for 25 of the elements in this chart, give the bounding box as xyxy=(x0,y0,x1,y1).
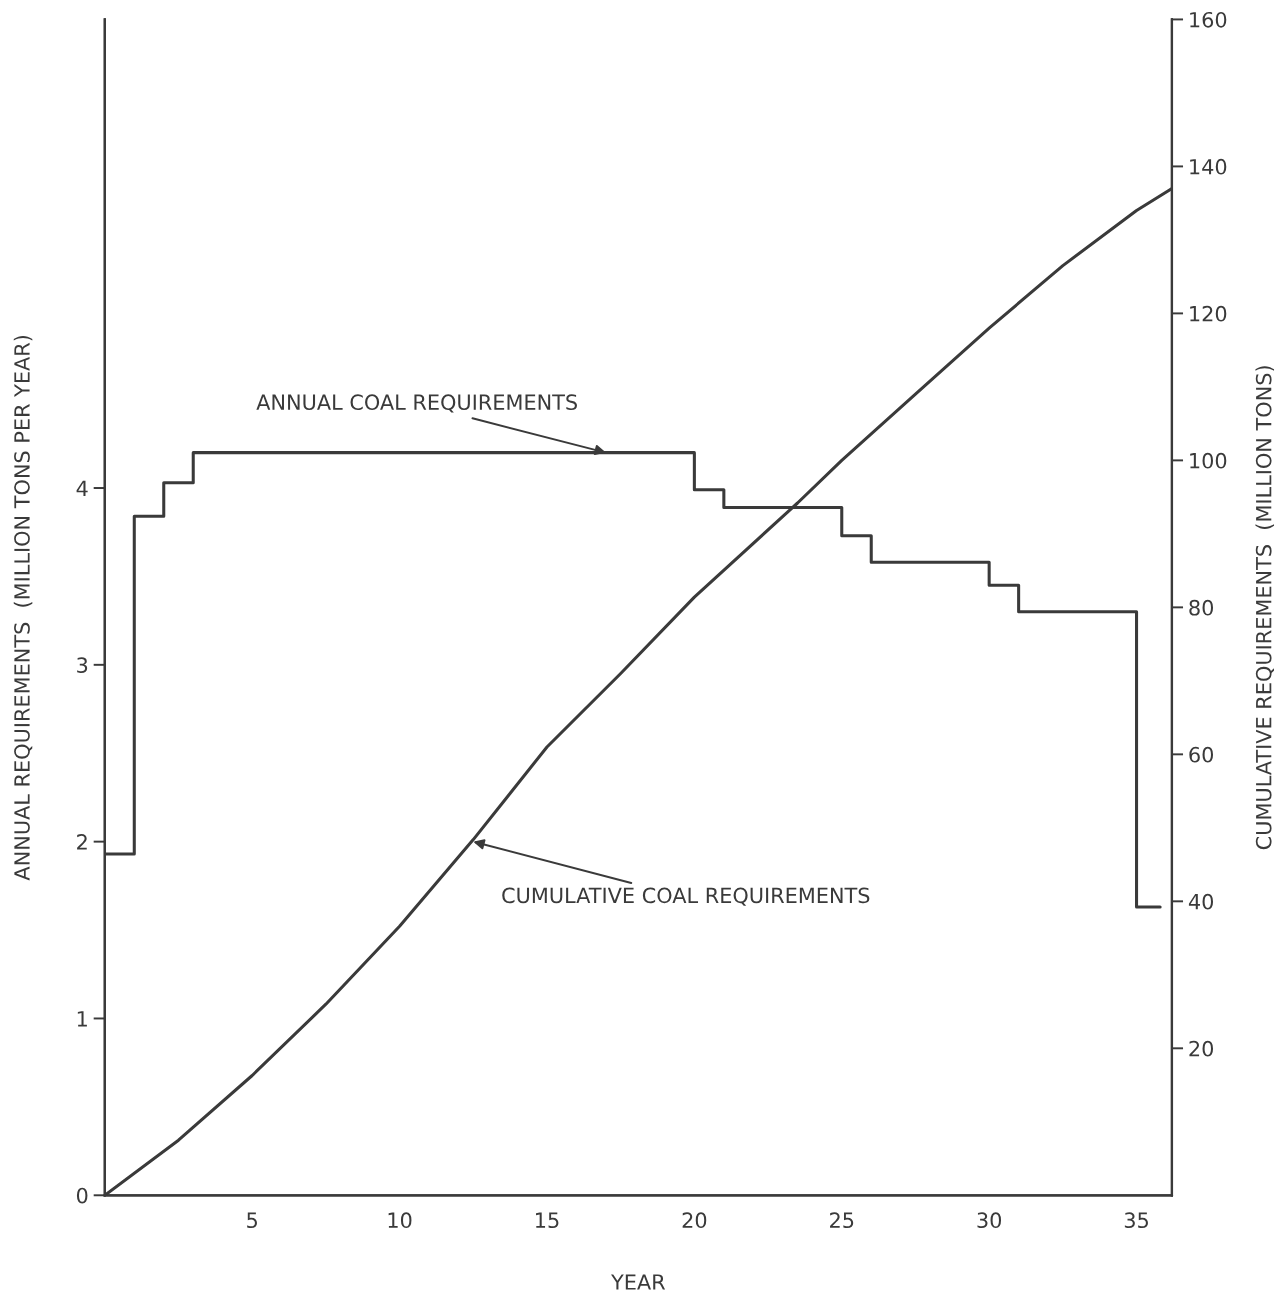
y-tick-label: 1 xyxy=(77,1011,87,1027)
x-tick-label: 15 xyxy=(536,1212,559,1229)
y2-tick-label: 140 xyxy=(1190,158,1227,175)
y2-tick-label: 80 xyxy=(1189,599,1214,616)
y2-tick-label: 120 xyxy=(1190,305,1227,322)
y-axis-title: ANNUAL REQUIREMENTS (MILLION TONS PER YEAR) xyxy=(13,335,33,881)
y-tick-label: 4 xyxy=(76,480,88,496)
x-tick-label: 10 xyxy=(388,1212,412,1229)
annotation: CUMULATIVE COAL REQUIREMENTS xyxy=(502,887,870,906)
x-axis-title: YEAR xyxy=(611,1274,666,1290)
y2-tick-label: 20 xyxy=(1189,1040,1214,1057)
x-tick-label: 20 xyxy=(682,1212,707,1229)
x-tick-label: 30 xyxy=(977,1212,1002,1229)
x-tick-label: 5 xyxy=(247,1212,257,1229)
x-tick-label: 35 xyxy=(1124,1212,1148,1229)
y-tick-label: 0 xyxy=(76,1187,88,1204)
y2-tick-label: 160 xyxy=(1190,11,1227,28)
y-tick-label: 2 xyxy=(77,834,87,850)
y2-tick-label: 60 xyxy=(1189,746,1214,763)
y-tick-label: 3 xyxy=(77,657,88,674)
y2-axis-title: CUMULATIVE REQUIREMENTS (MILLION TONS) xyxy=(1255,366,1275,850)
annotation: ANNUAL COAL REQUIREMENTS xyxy=(256,394,577,413)
y2-tick-label: 100 xyxy=(1190,452,1227,469)
y2-tick-label: 40 xyxy=(1188,893,1214,910)
x-tick-label: 25 xyxy=(830,1212,854,1229)
